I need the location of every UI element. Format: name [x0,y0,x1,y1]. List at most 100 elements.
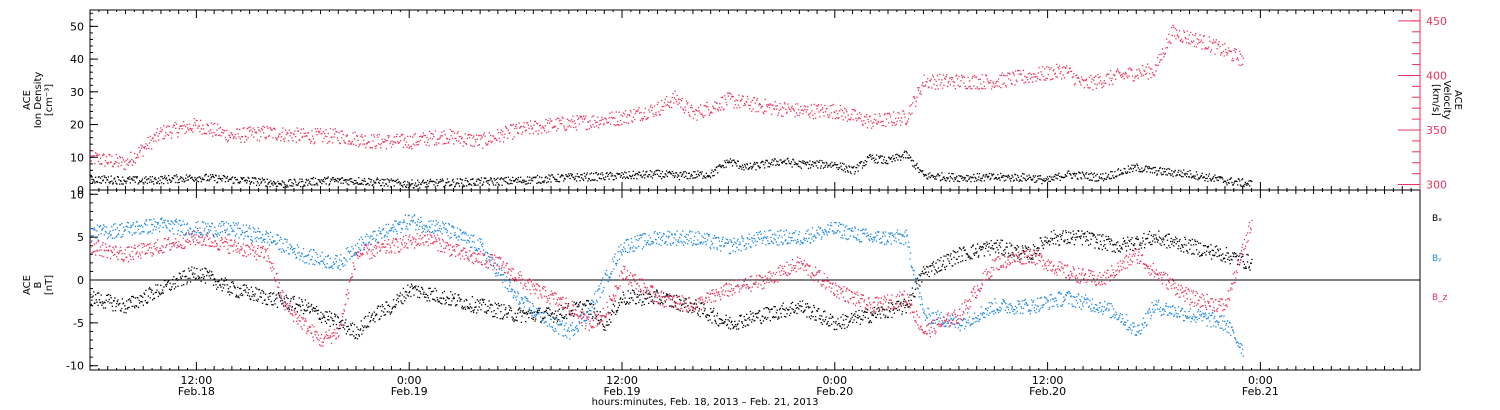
bx-point [141,301,143,303]
bx-point [603,328,605,331]
velocity-point [252,127,254,129]
density-point [757,165,759,167]
velocity-point [853,108,855,111]
density-point [690,173,693,176]
velocity-point [1074,82,1076,85]
velocity-point [1233,49,1235,52]
density-point [1123,167,1125,170]
density-point [553,178,556,180]
velocity-point [102,154,104,157]
bx-point [424,293,426,295]
density-point [527,182,529,184]
density-point [764,162,766,164]
velocity-point [617,120,619,123]
density-point [1121,171,1123,174]
velocity-point [615,111,617,113]
velocity-point [681,97,683,100]
velocity-point [251,134,253,136]
bx-point [608,318,611,321]
velocity-point [1236,57,1239,59]
velocity-point [335,131,337,133]
density-point [137,183,139,185]
density-point [1057,174,1059,176]
velocity-point [558,120,561,122]
velocity-point [1014,70,1017,72]
velocity-point [990,79,992,82]
density-point [824,166,826,168]
density-point [1075,173,1077,175]
density-point [805,164,808,166]
density-point [785,163,788,165]
velocity-point [606,121,608,123]
velocity-point [269,126,271,129]
density-point [517,176,520,179]
velocity-point [137,156,139,158]
velocity-point [918,87,920,89]
velocity-point [543,127,545,130]
density-point [192,179,195,181]
density-point [943,176,945,178]
velocity-point [446,137,448,140]
velocity-point [824,111,827,113]
velocity-point [198,125,200,127]
density-point [480,177,483,179]
density-point [1022,177,1025,179]
velocity-point [506,127,508,130]
density-point [909,156,912,158]
bx-point [319,317,321,319]
velocity-point [826,107,828,110]
bx-point [428,287,430,290]
velocity-point [98,154,100,156]
density-point [878,155,880,158]
bx-point [332,323,334,326]
velocity-point [240,141,242,143]
velocity-point [773,108,775,110]
velocity-point [1113,74,1115,76]
velocity-point [129,161,131,163]
velocity-point [715,102,717,104]
density-point [838,166,840,169]
bx-point [582,304,585,306]
density-point [870,158,873,160]
bx-point [524,312,526,315]
density-point [238,181,240,183]
velocity-point [716,102,718,105]
density-point [284,183,286,186]
velocity-point [1188,34,1191,36]
velocity-point [233,136,235,138]
density-point [232,182,234,185]
bx-point [243,289,245,292]
bx-point [441,292,444,294]
bx-point [235,295,237,298]
velocity-point [739,106,741,109]
density-point [968,178,970,181]
velocity-point [663,105,665,108]
bx-point [312,307,315,309]
velocity-point [890,121,893,123]
bx-point [483,298,485,301]
density-point [102,179,105,181]
velocity-point [1126,75,1128,77]
velocity-point [1112,83,1114,85]
velocity-point [345,135,347,137]
velocity-point [552,126,554,129]
bx-point [314,307,316,310]
velocity-point [1215,41,1217,43]
velocity-point [717,108,719,111]
velocity-point [768,106,771,109]
density-point [953,177,956,179]
bx-point [643,293,645,296]
density-point [704,177,707,179]
velocity-point [775,105,777,107]
bx-point [368,326,370,328]
velocity-point [531,127,534,129]
velocity-point [1128,75,1130,77]
velocity-point [829,114,831,116]
velocity-point [111,165,114,167]
density-point [596,180,598,182]
density-point [514,179,517,181]
density-point [1188,176,1190,178]
velocity-point [965,87,967,90]
bx-point [458,294,460,296]
bx-point [405,291,408,293]
